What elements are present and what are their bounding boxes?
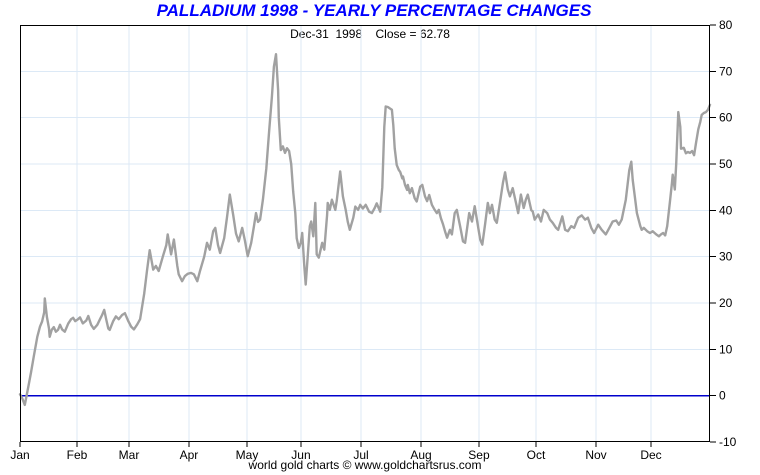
x-tick-label: Sep bbox=[468, 448, 490, 462]
x-tick-label: Mar bbox=[119, 448, 140, 462]
x-tick-label: May bbox=[236, 448, 259, 462]
x-tick-label: Feb bbox=[67, 448, 88, 462]
x-tick-label: Dec bbox=[640, 448, 661, 462]
price-line bbox=[18, 53, 712, 407]
x-tick-label: Nov bbox=[585, 448, 606, 462]
y-tick-label: 30 bbox=[719, 250, 733, 264]
x-tick-label: Jul bbox=[353, 448, 368, 462]
y-tick-label: 80 bbox=[719, 18, 733, 32]
y-tick-label: 20 bbox=[719, 296, 733, 310]
y-tick-label: 40 bbox=[719, 203, 733, 217]
plot-border bbox=[20, 25, 710, 442]
y-tick-label: 60 bbox=[719, 111, 733, 125]
watermark-footer: world gold charts © www.goldchartsrus.co… bbox=[248, 458, 482, 472]
y-tick-label: -10 bbox=[719, 435, 737, 449]
y-tick-label: 10 bbox=[719, 342, 733, 356]
x-tick-label: Oct bbox=[527, 448, 546, 462]
x-tick-label: Apr bbox=[180, 448, 199, 462]
x-tick-label: Jan bbox=[10, 448, 29, 462]
x-tick-label: Jun bbox=[291, 448, 310, 462]
y-tick-label: 70 bbox=[719, 64, 733, 78]
x-tick-label: Aug bbox=[410, 448, 431, 462]
y-tick-label: 0 bbox=[719, 389, 726, 403]
chart-title: PALLADIUM 1998 - YEARLY PERCENTAGE CHANG… bbox=[156, 1, 592, 20]
chart-subtitle: Dec-31 1998 Close = 62.78 bbox=[290, 27, 450, 41]
y-tick-label: 50 bbox=[719, 157, 733, 171]
